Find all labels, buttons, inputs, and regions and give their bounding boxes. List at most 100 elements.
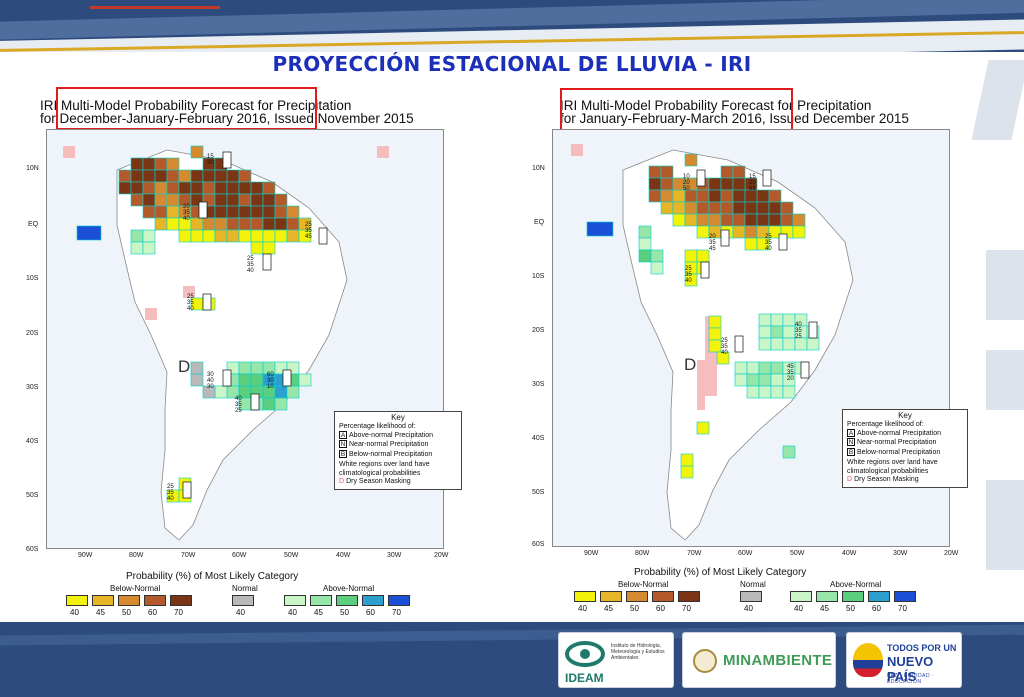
key-row-dry: D Dry Season Masking [339, 478, 411, 486]
svg-text:25: 25 [305, 222, 312, 228]
svg-text:35: 35 [795, 328, 802, 334]
lat-tick: 60S [26, 546, 39, 553]
lon-tick: 50W [790, 550, 805, 557]
lon-tick: 90W [78, 552, 93, 559]
lat-tick: 10N [532, 165, 545, 172]
todos-line1: TODOS POR UN [887, 643, 957, 653]
lat-tick: 50S [26, 492, 39, 499]
colorbar-swatch-below [574, 591, 596, 602]
colorbar-swatch-normal [740, 591, 762, 602]
svg-text:25: 25 [795, 334, 802, 340]
map-title-line2: for January-February-March 2016, Issued … [560, 111, 909, 126]
key-title: Key [898, 411, 912, 420]
colorbar-value: 50 [630, 604, 639, 613]
colorbar-value: 70 [392, 608, 401, 617]
svg-text:30: 30 [267, 378, 274, 384]
slide-title: PROYECCIÓN ESTACIONAL DE LLUVIA - IRI [272, 52, 752, 76]
svg-text:35: 35 [183, 210, 190, 216]
svg-text:45: 45 [305, 234, 312, 240]
key-note: White regions over land have climatologi… [847, 459, 938, 475]
lat-tick: 20S [26, 330, 39, 337]
svg-text:30: 30 [207, 384, 214, 390]
svg-text:65: 65 [749, 186, 756, 192]
colorbar-value: 50 [340, 608, 349, 617]
lon-tick: 50W [284, 552, 299, 559]
colorbar-swatch-below [626, 591, 648, 602]
colorbar-swatch-below [170, 595, 192, 606]
continent-shape [116, 149, 348, 541]
lat-tick: 60S [532, 541, 545, 548]
lon-tick: 30W [893, 550, 908, 557]
svg-text:40: 40 [187, 306, 194, 312]
colorbar-value: 40 [744, 604, 753, 613]
colorbar-swatch-above [362, 595, 384, 606]
svg-text:10: 10 [683, 174, 690, 180]
svg-text:25: 25 [235, 408, 242, 414]
colorbar-normal-label: Normal [232, 584, 258, 593]
lon-tick: 20W [434, 552, 449, 559]
lon-tick: 30W [387, 552, 402, 559]
colorbar-swatch-above [816, 591, 838, 602]
colombia-seal-icon [693, 649, 717, 673]
colorbar-swatch-below [92, 595, 114, 606]
svg-text:45: 45 [709, 246, 716, 252]
highlight-frame [56, 87, 317, 130]
svg-text:25: 25 [167, 484, 174, 490]
colorbar-swatch-above [790, 591, 812, 602]
svg-text:25: 25 [187, 294, 194, 300]
svg-text:60: 60 [267, 372, 274, 378]
key-row-below: B Below-normal Precipitation [847, 447, 941, 456]
colorbar-value: 60 [656, 604, 665, 613]
colorbar-value: 70 [898, 604, 907, 613]
todos-por-un-nuevo-pais-logo: TODOS POR UN NUEVO PAÍS PAZ · EQUIDAD · … [846, 632, 962, 688]
svg-text:35: 35 [167, 490, 174, 496]
ideam-description: Instituto de Hidrología, Meteorología y … [611, 643, 665, 661]
colorbar-below-label: Below-Normal [110, 584, 161, 593]
lon-tick: 70W [181, 552, 196, 559]
lon-tick: 90W [584, 550, 599, 557]
lat-tick: EQ [28, 221, 39, 228]
lon-tick: 60W [738, 550, 753, 557]
minambiente-wordmark: MINAMBIENTE [723, 652, 833, 669]
svg-text:10: 10 [267, 384, 274, 390]
lat-tick: 30S [532, 381, 545, 388]
todos-line2: NUEVO PAÍS [887, 654, 934, 684]
svg-text:20: 20 [207, 160, 214, 166]
colorbar-title: Probability (%) of Most Likely Category [634, 567, 807, 578]
map-title-line1: IRI Multi-Model Probability Forecast for… [40, 98, 352, 113]
svg-text:40: 40 [721, 350, 728, 356]
colorbar-value: 40 [578, 604, 587, 613]
svg-text:35: 35 [787, 370, 794, 376]
svg-text:35: 35 [685, 272, 692, 278]
colorbar-below-label: Below-Normal [618, 580, 669, 589]
colorbar-swatch-above [842, 591, 864, 602]
colorbar-value: 50 [846, 604, 855, 613]
svg-text:20: 20 [183, 204, 190, 210]
lat-tick: 10N [26, 165, 39, 172]
key-row-above: A Above-normal Precipitation [847, 429, 942, 437]
colorbar-value: 50 [122, 608, 131, 617]
colorbar-swatch-below [144, 595, 166, 606]
key-row-below: B Below-normal Precipitation [339, 449, 433, 458]
lat-tick: 10S [26, 275, 39, 282]
key-row-near: N Near-normal Precipitation [847, 438, 937, 447]
svg-text:30: 30 [207, 372, 214, 378]
lon-tick: 40W [842, 550, 857, 557]
svg-text:40: 40 [235, 396, 242, 402]
svg-text:20: 20 [787, 376, 794, 382]
lon-tick: 60W [232, 552, 247, 559]
svg-text:25: 25 [247, 256, 254, 262]
ideam-eye-icon [565, 641, 605, 667]
ideam-wordmark: IDEAM [565, 671, 604, 685]
colorbar-value: 60 [872, 604, 881, 613]
svg-text:25: 25 [765, 234, 772, 240]
svg-text:15: 15 [749, 174, 756, 180]
top-banner [0, 0, 1024, 52]
minambiente-logo: MINAMBIENTE [682, 632, 836, 688]
map-key: Key Percentage likelihood of: A Above-nor… [842, 409, 968, 488]
colorbar-swatch-above [868, 591, 890, 602]
svg-text:40: 40 [765, 246, 772, 252]
svg-text:35: 35 [721, 344, 728, 350]
lon-tick: 70W [687, 550, 702, 557]
